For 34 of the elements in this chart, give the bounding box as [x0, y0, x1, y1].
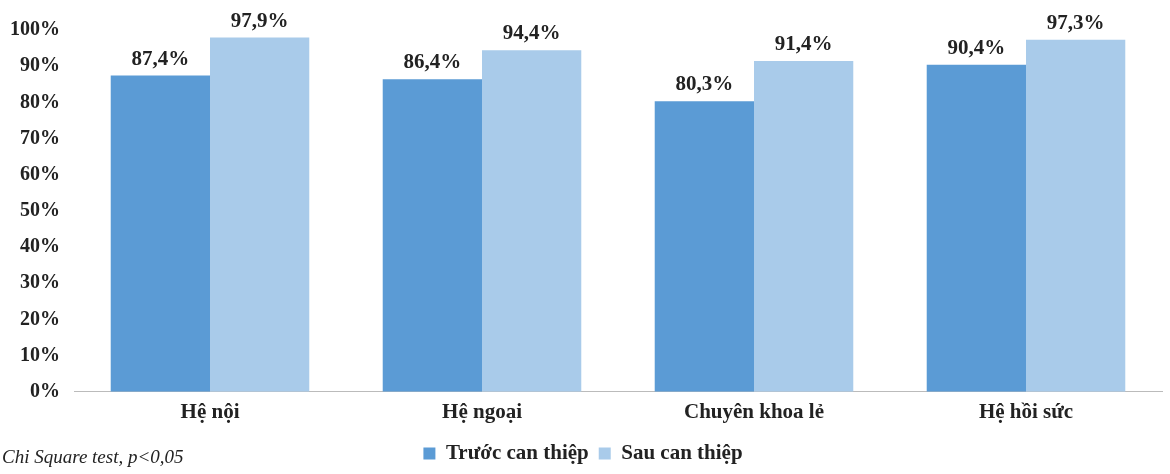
bar	[1026, 39, 1126, 392]
data-label: 86,4%	[403, 49, 462, 74]
bar	[754, 61, 854, 392]
bar	[926, 64, 1026, 392]
y-tick-label: 30%	[20, 270, 60, 293]
bar	[210, 37, 310, 392]
x-tick-label: Hệ hồi sức	[978, 398, 1074, 423]
y-tick-label: 10%	[20, 342, 60, 365]
bar	[482, 50, 582, 392]
y-tick-label: 50%	[20, 198, 60, 221]
data-label: 97,3%	[1046, 9, 1105, 34]
legend-label: Trước can thiệp	[445, 439, 589, 464]
data-label: 97,9%	[230, 7, 289, 32]
y-tick-label: 0%	[30, 378, 60, 401]
y-tick-label: 80%	[20, 89, 60, 112]
data-label: 90,4%	[947, 34, 1006, 59]
y-tick-label: 90%	[20, 53, 60, 76]
text: Chi Square test, p<0,05	[2, 446, 184, 467]
legend-label: Sau can thiệp	[621, 439, 743, 464]
data-label: 80,3%	[675, 71, 734, 96]
x-tick-label: Hệ ngoại	[442, 398, 523, 423]
bar	[110, 75, 210, 392]
y-tick-label: 60%	[20, 161, 60, 184]
x-tick-label: Hệ nội	[180, 398, 240, 423]
data-label: 91,4%	[774, 31, 833, 56]
bar	[654, 101, 754, 392]
y-tick-label: 100%	[10, 17, 60, 40]
y-tick-label: 20%	[20, 306, 60, 329]
x-tick-label: Chuyên khoa lẻ	[683, 398, 825, 423]
y-tick-label: 40%	[20, 234, 60, 257]
bar	[382, 79, 482, 392]
data-label: 87,4%	[131, 45, 190, 70]
data-label: 94,4%	[502, 20, 561, 45]
y-tick-label: 70%	[20, 125, 60, 148]
